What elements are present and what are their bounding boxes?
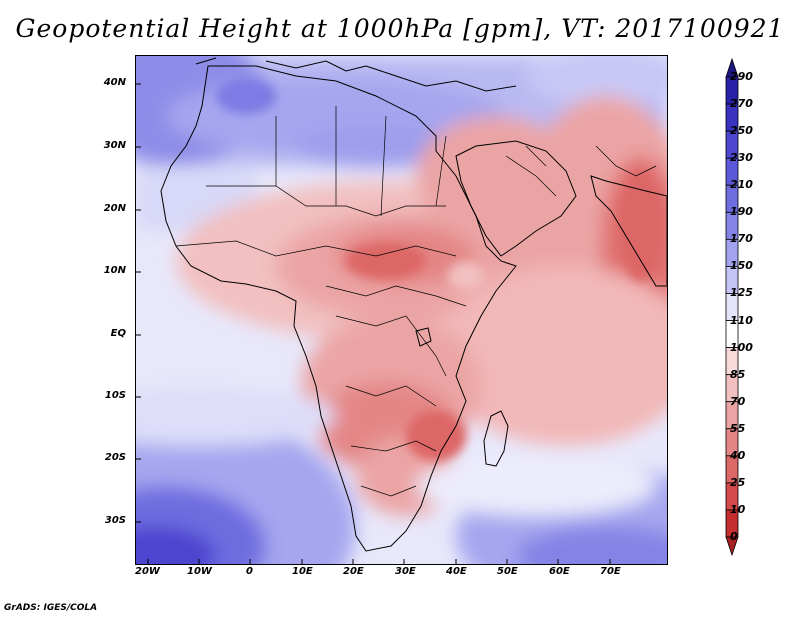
lon-label-10e: 10E	[292, 566, 313, 577]
lon-label-50e: 50E	[497, 566, 518, 577]
map-panel	[135, 55, 668, 565]
colorbar-label: 55	[730, 421, 746, 435]
colorbar-label: 190	[730, 205, 753, 219]
colorbar-label: 40	[730, 448, 746, 462]
lat-label-30s: 30S	[104, 515, 126, 526]
lake-victoria	[415, 327, 432, 347]
map-ticks	[136, 83, 611, 564]
lon-label-10w: 10W	[187, 566, 212, 577]
lat-label-20s: 20S	[104, 452, 126, 463]
colorbar-label: 0	[730, 530, 738, 543]
country-borders	[175, 106, 657, 497]
lat-label-10n: 10N	[103, 265, 126, 276]
height-field-detail	[216, 78, 663, 461]
lat-label-10s: 10S	[104, 390, 126, 401]
europe-coastline	[195, 57, 517, 92]
credit-text: GrADS: IGES/COLA	[4, 603, 98, 613]
madagascar	[483, 410, 509, 467]
lat-label-20n: 20N	[103, 203, 126, 214]
lon-label-20w: 20W	[135, 566, 160, 577]
colorbar-label: 250	[730, 124, 753, 138]
colorbar	[725, 57, 739, 557]
lon-label-60e: 60E	[549, 566, 570, 577]
colorbar-bottom-arrow	[725, 536, 739, 557]
arabia-coastline	[455, 140, 577, 257]
colorbar-label: 270	[730, 97, 753, 111]
india-coastline	[590, 175, 667, 287]
lon-label-0: 0	[246, 566, 253, 577]
field-svg	[136, 56, 667, 564]
colorbar-label: 170	[730, 232, 753, 246]
lon-label-30e: 30E	[395, 566, 416, 577]
africa-coastline	[160, 65, 517, 552]
colorbar-label: 230	[730, 151, 753, 165]
colorbar-label: 85	[730, 367, 746, 381]
lat-label-eq: EQ	[110, 328, 126, 339]
coastlines	[160, 57, 667, 552]
colorbar-label: 290	[730, 70, 753, 83]
colorbar-label: 10	[730, 502, 746, 516]
lon-label-40e: 40E	[446, 566, 467, 577]
colorbar-label: 100	[730, 340, 753, 354]
colorbar-label: 125	[730, 286, 753, 300]
colorbar-label: 150	[730, 259, 753, 273]
colorbar-label: 70	[730, 394, 746, 408]
colorbar-label: 25	[730, 475, 746, 489]
lon-label-70e: 70E	[600, 566, 621, 577]
colorbar-label: 210	[730, 178, 753, 192]
map-title: Geopotential Height at 1000hPa [gpm], VT…	[15, 14, 785, 43]
lon-label-20e: 20E	[343, 566, 364, 577]
colorbar-label: 110	[730, 313, 753, 327]
lat-label-40n: 40N	[103, 77, 126, 88]
lat-label-30n: 30N	[103, 140, 126, 151]
